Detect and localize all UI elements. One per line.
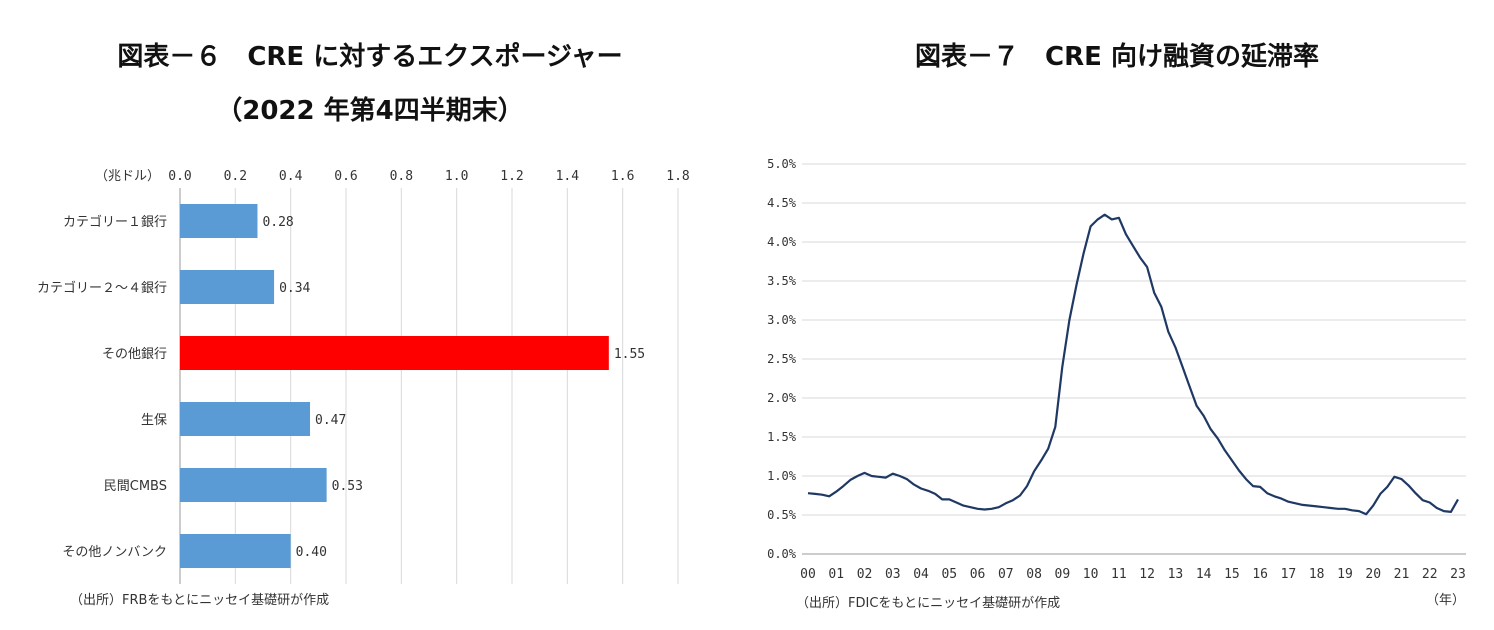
x-tick-label: 11	[1111, 567, 1127, 582]
value-label: 1.55	[614, 347, 645, 362]
value-label: 0.47	[315, 413, 346, 428]
y-tick-label: 4.5%	[767, 196, 797, 210]
bar	[180, 204, 258, 238]
y-tick-label: 4.0%	[767, 235, 797, 249]
x-tick-label: 1.6	[611, 169, 634, 184]
y-tick-label: 1.0%	[767, 469, 797, 483]
category-label: カテゴリー１銀行	[63, 214, 167, 230]
value-label: 0.53	[332, 479, 363, 494]
x-unit-label: （兆ドル）	[95, 169, 160, 184]
y-tick-label: 3.5%	[767, 274, 797, 288]
value-label: 0.40	[296, 545, 327, 560]
y-tick-label: 3.0%	[767, 313, 797, 327]
delinquency-chart-source: （出所）FDICをもとにニッセイ基礎研が作成	[796, 596, 1061, 611]
bar	[180, 402, 311, 436]
x-tick-label: 09	[1055, 567, 1071, 582]
x-tick-label: 18	[1309, 567, 1325, 582]
x-tick-label: 10	[1083, 567, 1099, 582]
category-label: その他銀行	[102, 347, 167, 362]
exposure-chart-panel: 図表－６ CRE に対するエクスポージャー （2022 年第4四半期末） 0.0…	[0, 0, 740, 630]
x-tick-label: 0.8	[390, 169, 413, 184]
x-tick-label: 12	[1139, 567, 1155, 582]
y-tick-label: 0.0%	[767, 547, 797, 561]
delinquency-chart-title: 図表－７ CRE 向け融資の延滞率	[915, 42, 1319, 72]
x-tick-label: 0.6	[334, 169, 357, 184]
bar	[180, 336, 609, 370]
x-tick-label: 0.4	[279, 169, 303, 184]
category-label: カテゴリー２～４銀行	[37, 280, 167, 296]
x-tick-label: 0.2	[224, 169, 247, 184]
bar	[180, 270, 275, 304]
x-tick-label: 21	[1394, 567, 1410, 582]
x-tick-label: 04	[913, 567, 929, 582]
y-tick-label: 2.5%	[767, 352, 797, 366]
bar	[180, 534, 291, 568]
x-tick-label: 22	[1422, 567, 1438, 582]
exposure-bar-chart: 0.0 0.2 0.4 0.6 0.8 1.0 1.2 1.4 1.6 1.8 （兆ドル） カテゴリー…	[37, 169, 690, 584]
x-tick-label: 00	[800, 567, 816, 582]
x-tick-label: 03	[885, 567, 901, 582]
x-tick-label: 14	[1196, 567, 1212, 582]
delinquency-x-unit-label: （年）	[1426, 593, 1466, 608]
x-tick-label: 16	[1252, 567, 1268, 582]
y-tick-label: 2.0%	[767, 391, 797, 405]
x-tick-label: 08	[1026, 567, 1042, 582]
x-tick-label: 17	[1281, 567, 1297, 582]
x-tick-label: 1.4	[556, 169, 580, 184]
value-label: 0.28	[262, 215, 293, 230]
x-tick-label: 23	[1450, 567, 1466, 582]
delinquency-series-line	[807, 213, 1459, 516]
category-label: 生保	[141, 413, 167, 428]
x-tick-label: 06	[970, 567, 986, 582]
y-tick-label: 0.5%	[767, 508, 797, 522]
y-tick-label: 5.0%	[767, 157, 797, 171]
delinquency-line-chart: 0.0% 0.5% 1.0% 1.5% 2.0% 2.5% 3.0% 3.5% 4.0% 4.5%…	[767, 157, 1466, 582]
x-tick-label: 07	[998, 567, 1014, 582]
x-tick-label: 1.8	[666, 169, 689, 184]
y-tick-label: 1.5%	[767, 430, 797, 444]
bar	[180, 468, 327, 502]
value-label: 0.34	[279, 281, 310, 296]
delinquency-chart-panel: 図表－７ CRE 向け融資の延滞率 0.0% 0.5% 1.0% 1.5% 2.0% 2.…	[740, 0, 1494, 630]
x-tick-label: 20	[1365, 567, 1381, 582]
x-tick-label: 13	[1168, 567, 1184, 582]
x-tick-label: 0.0	[168, 169, 191, 184]
category-label: その他ノンバンク	[62, 545, 167, 560]
exposure-chart-subtitle: （2022 年第4四半期末）	[216, 96, 524, 126]
x-tick-label: 15	[1224, 567, 1240, 582]
x-tick-label: 05	[941, 567, 957, 582]
x-tick-label: 1.2	[500, 169, 523, 184]
x-tick-label: 01	[828, 567, 844, 582]
category-label: 民間CMBS	[104, 479, 167, 494]
x-tick-label: 19	[1337, 567, 1353, 582]
exposure-chart-source: （出所）FRBをもとにニッセイ基礎研が作成	[70, 593, 330, 608]
exposure-chart-title: 図表－６ CRE に対するエクスポージャー	[117, 42, 623, 72]
x-tick-label: 1.0	[445, 169, 468, 184]
x-tick-label: 02	[857, 567, 873, 582]
